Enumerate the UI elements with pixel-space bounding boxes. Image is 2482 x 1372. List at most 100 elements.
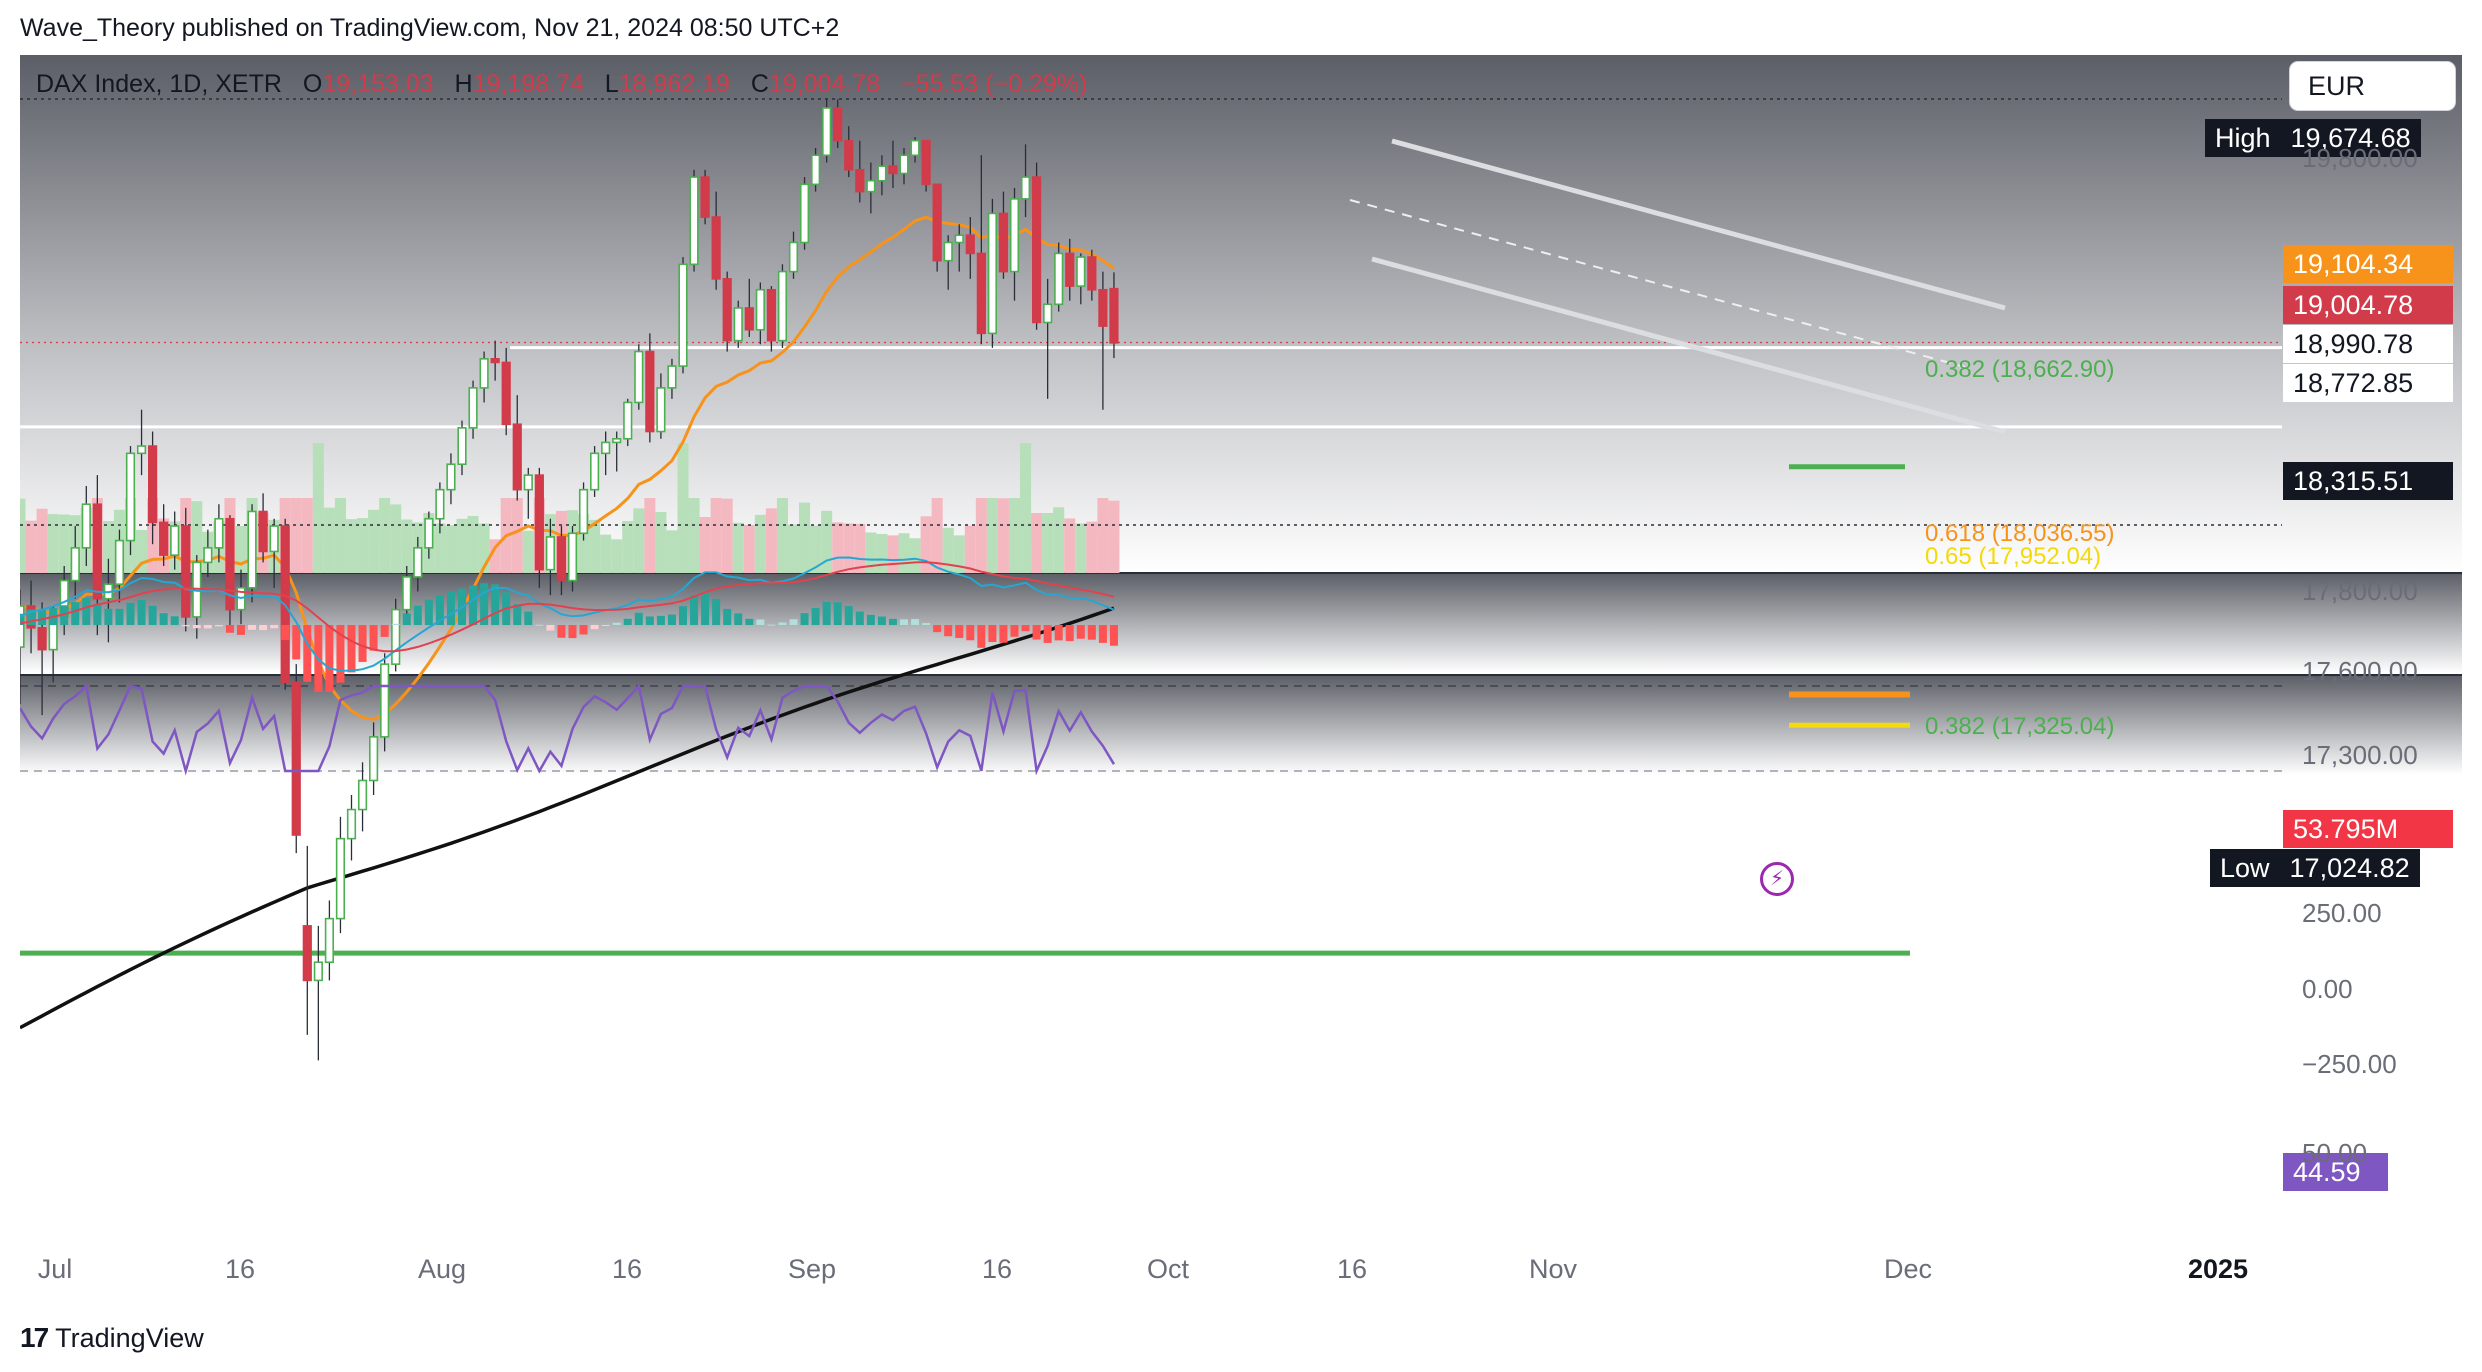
macd-histogram-bar	[822, 601, 831, 625]
currency-button[interactable]: EUR	[2290, 62, 2455, 110]
volume-bar	[301, 498, 313, 573]
candle-body	[998, 212, 1009, 273]
candle-body	[269, 525, 279, 553]
macd-histogram-bar	[601, 625, 610, 626]
volume-bar	[876, 533, 888, 573]
tradingview-logo[interactable]: 17 TradingView	[20, 1322, 204, 1354]
volume-bar	[401, 519, 413, 573]
candle-body	[335, 837, 346, 920]
macd-histogram-bar	[712, 598, 721, 625]
volume-bar	[1031, 513, 1043, 573]
candle-body	[799, 183, 810, 244]
macd-histogram-bar	[1032, 625, 1041, 640]
volume-bar	[754, 514, 766, 573]
volume-bar	[887, 535, 899, 573]
macd-histogram-bar	[1087, 625, 1096, 640]
macd-histogram-bar	[701, 593, 710, 625]
candle-body	[346, 808, 357, 840]
macd-histogram-bar	[877, 616, 886, 625]
volume-bar	[1108, 500, 1120, 573]
macd-histogram-bar	[789, 619, 798, 625]
macd-histogram-bar	[369, 625, 378, 651]
candle-body	[490, 358, 500, 364]
macd-histogram-bar	[723, 608, 732, 625]
macd-histogram-bar	[966, 625, 975, 641]
candle-body	[810, 154, 821, 186]
volume-bar	[489, 539, 501, 573]
fib-label: 0.65 (17,952.04)	[1925, 543, 2102, 570]
macd-histogram-bar	[590, 625, 599, 630]
volume-bar	[644, 498, 656, 573]
candle-body	[247, 510, 257, 589]
volume-bar	[1008, 498, 1021, 573]
macd-histogram-bar	[27, 609, 36, 625]
candle-body	[822, 107, 832, 157]
volume-bar	[47, 514, 59, 573]
macd-histogram-bar	[303, 625, 312, 682]
candle-body	[225, 517, 235, 611]
macd-histogram-bar	[1065, 625, 1074, 642]
volume-bar	[832, 522, 844, 573]
candle-body	[755, 288, 765, 331]
macd-histogram-bar	[933, 625, 942, 633]
candle-body	[114, 539, 125, 585]
candle-body	[181, 525, 191, 618]
candle-body	[623, 401, 633, 440]
candle-body	[291, 681, 301, 836]
candle-body	[159, 521, 169, 556]
high-label: H	[454, 70, 473, 98]
macd-histogram-bar	[469, 585, 478, 625]
y-tick-label: 17,300.00	[2302, 740, 2418, 770]
candle-body	[976, 252, 986, 335]
chart-area[interactable]	[20, 55, 2462, 1300]
volume-bar	[290, 498, 302, 573]
candle-body	[556, 536, 567, 582]
volume-bar	[854, 523, 866, 573]
volume-bar	[622, 520, 634, 573]
volume-bar	[102, 520, 114, 573]
tradingview-brand: TradingView	[55, 1322, 204, 1353]
close-value: 19,004.78	[768, 70, 881, 98]
channel-upper-line	[1391, 138, 2006, 311]
volume-bar	[743, 524, 755, 573]
macd-histogram-bar	[579, 625, 588, 635]
candle-body	[899, 154, 909, 175]
ema200-tag: 18,315.51	[2283, 462, 2453, 500]
main-pane-background	[20, 55, 2462, 573]
y-tick-label: 17,800.00	[2302, 576, 2418, 606]
volume-bar	[390, 504, 402, 573]
ema50-tag: 19,104.34	[2283, 245, 2453, 283]
macd-histogram-bar	[977, 625, 986, 648]
macd-histogram-bar	[358, 625, 367, 662]
lightning-icon[interactable]: ⚡	[1760, 862, 1794, 896]
candle-body	[601, 441, 611, 455]
x-tick-label: 16	[611, 1254, 643, 1284]
macd-histogram-bar	[800, 613, 809, 625]
macd-histogram-bar	[270, 625, 279, 629]
symbol-legend: DAX Index, 1D, XETR O19,153.03 H19,198.7…	[36, 70, 1087, 99]
macd-histogram-bar	[325, 625, 334, 692]
macd-histogram-bar	[999, 625, 1008, 643]
macd-histogram-bar	[922, 623, 931, 625]
candle-body	[70, 547, 80, 582]
rsi-tick-label: 50.00	[2302, 1138, 2368, 1168]
macd-histogram-bar	[557, 625, 566, 638]
macd-histogram-bar	[690, 595, 699, 625]
macd-histogram-bar	[955, 625, 964, 638]
volume-bar	[235, 526, 247, 573]
macd-histogram-bar	[1076, 625, 1085, 639]
volume-bar	[1053, 507, 1065, 573]
candle-body	[512, 423, 522, 491]
macd-histogram-bar	[734, 613, 743, 625]
volume-bar	[843, 523, 855, 573]
candle-body	[214, 517, 224, 549]
fib-label: 0.382 (18,662.90)	[1925, 356, 2115, 383]
candle-body	[1087, 256, 1097, 291]
candle-body	[844, 139, 854, 171]
candle-body	[954, 234, 964, 244]
volume-bar	[191, 501, 203, 573]
last-price-tag: 19,004.78	[2283, 286, 2453, 324]
macd-histogram-bar	[535, 624, 544, 626]
macd-histogram-bar	[911, 619, 920, 625]
change-value: −55.53 (−0.29%)	[901, 70, 1088, 98]
